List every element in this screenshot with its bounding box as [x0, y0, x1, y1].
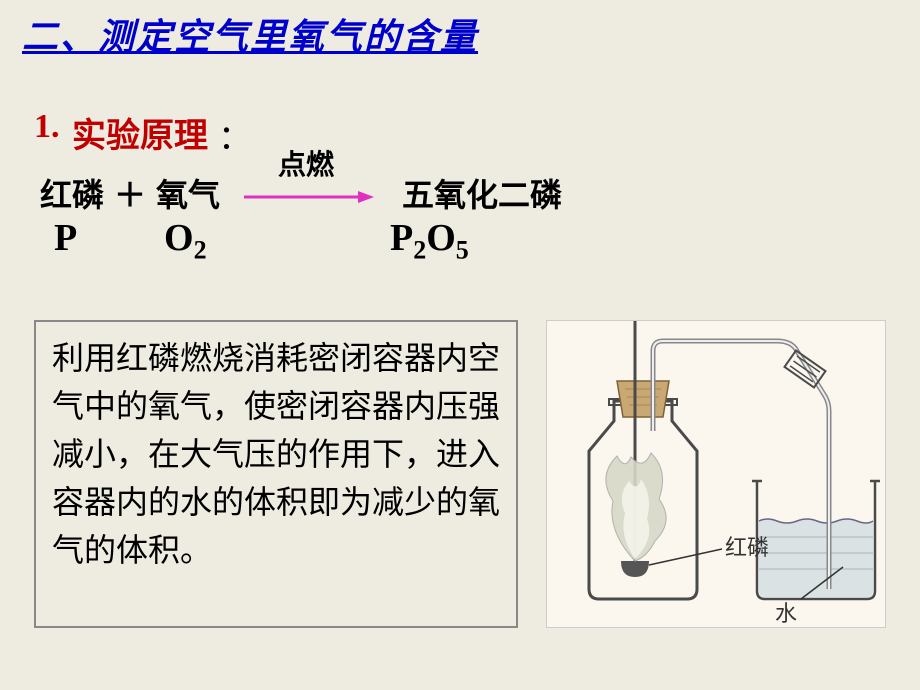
- formula-o: O: [164, 217, 194, 259]
- page-title: 二、测定空气里氧气的含量: [22, 8, 542, 60]
- plus-sign: ＋: [114, 170, 146, 216]
- section-title: 实验原理: [72, 108, 208, 157]
- principle-description: 利用红磷燃烧消耗密闭容器内空气中的氧气，使密闭容器内压强减小，在大气压的作用下，…: [34, 320, 518, 628]
- beaker-icon: [752, 481, 880, 599]
- formula-sub5: 5: [456, 236, 469, 265]
- svg-text:红磷: 红磷: [725, 535, 769, 560]
- label-phosphorus: 红磷: [649, 535, 769, 565]
- arrow-box: 点燃: [244, 173, 374, 213]
- apparatus-diagram: 红磷 水: [546, 320, 886, 628]
- smoke-icon: [606, 453, 666, 561]
- formula-p: P: [54, 216, 77, 260]
- section-colon: ：: [218, 110, 252, 159]
- formula-ob: O: [426, 217, 456, 259]
- formula-sub2: 2: [194, 236, 207, 265]
- section-number: 1.: [34, 108, 60, 146]
- stopper-icon: [617, 381, 669, 417]
- word-equation: 红磷 ＋ 氧气 点燃 五氧化二磷: [40, 170, 562, 216]
- product: 五氧化二磷: [402, 170, 562, 216]
- formula-sub2b: 2: [413, 236, 426, 265]
- svg-text:水: 水: [775, 601, 797, 626]
- reactant-2: 氧气: [156, 170, 220, 216]
- formula-p2: P: [390, 217, 413, 259]
- reactant-1: 红磷: [40, 170, 104, 216]
- clamp-icon: [785, 350, 826, 387]
- formula-p2o5: P2O5: [390, 216, 469, 266]
- apparatus-svg: 红磷 水: [547, 321, 886, 628]
- reaction-arrow-icon: [244, 191, 374, 207]
- formula-o2: O2: [164, 216, 207, 266]
- arrow-condition: 点燃: [278, 143, 334, 183]
